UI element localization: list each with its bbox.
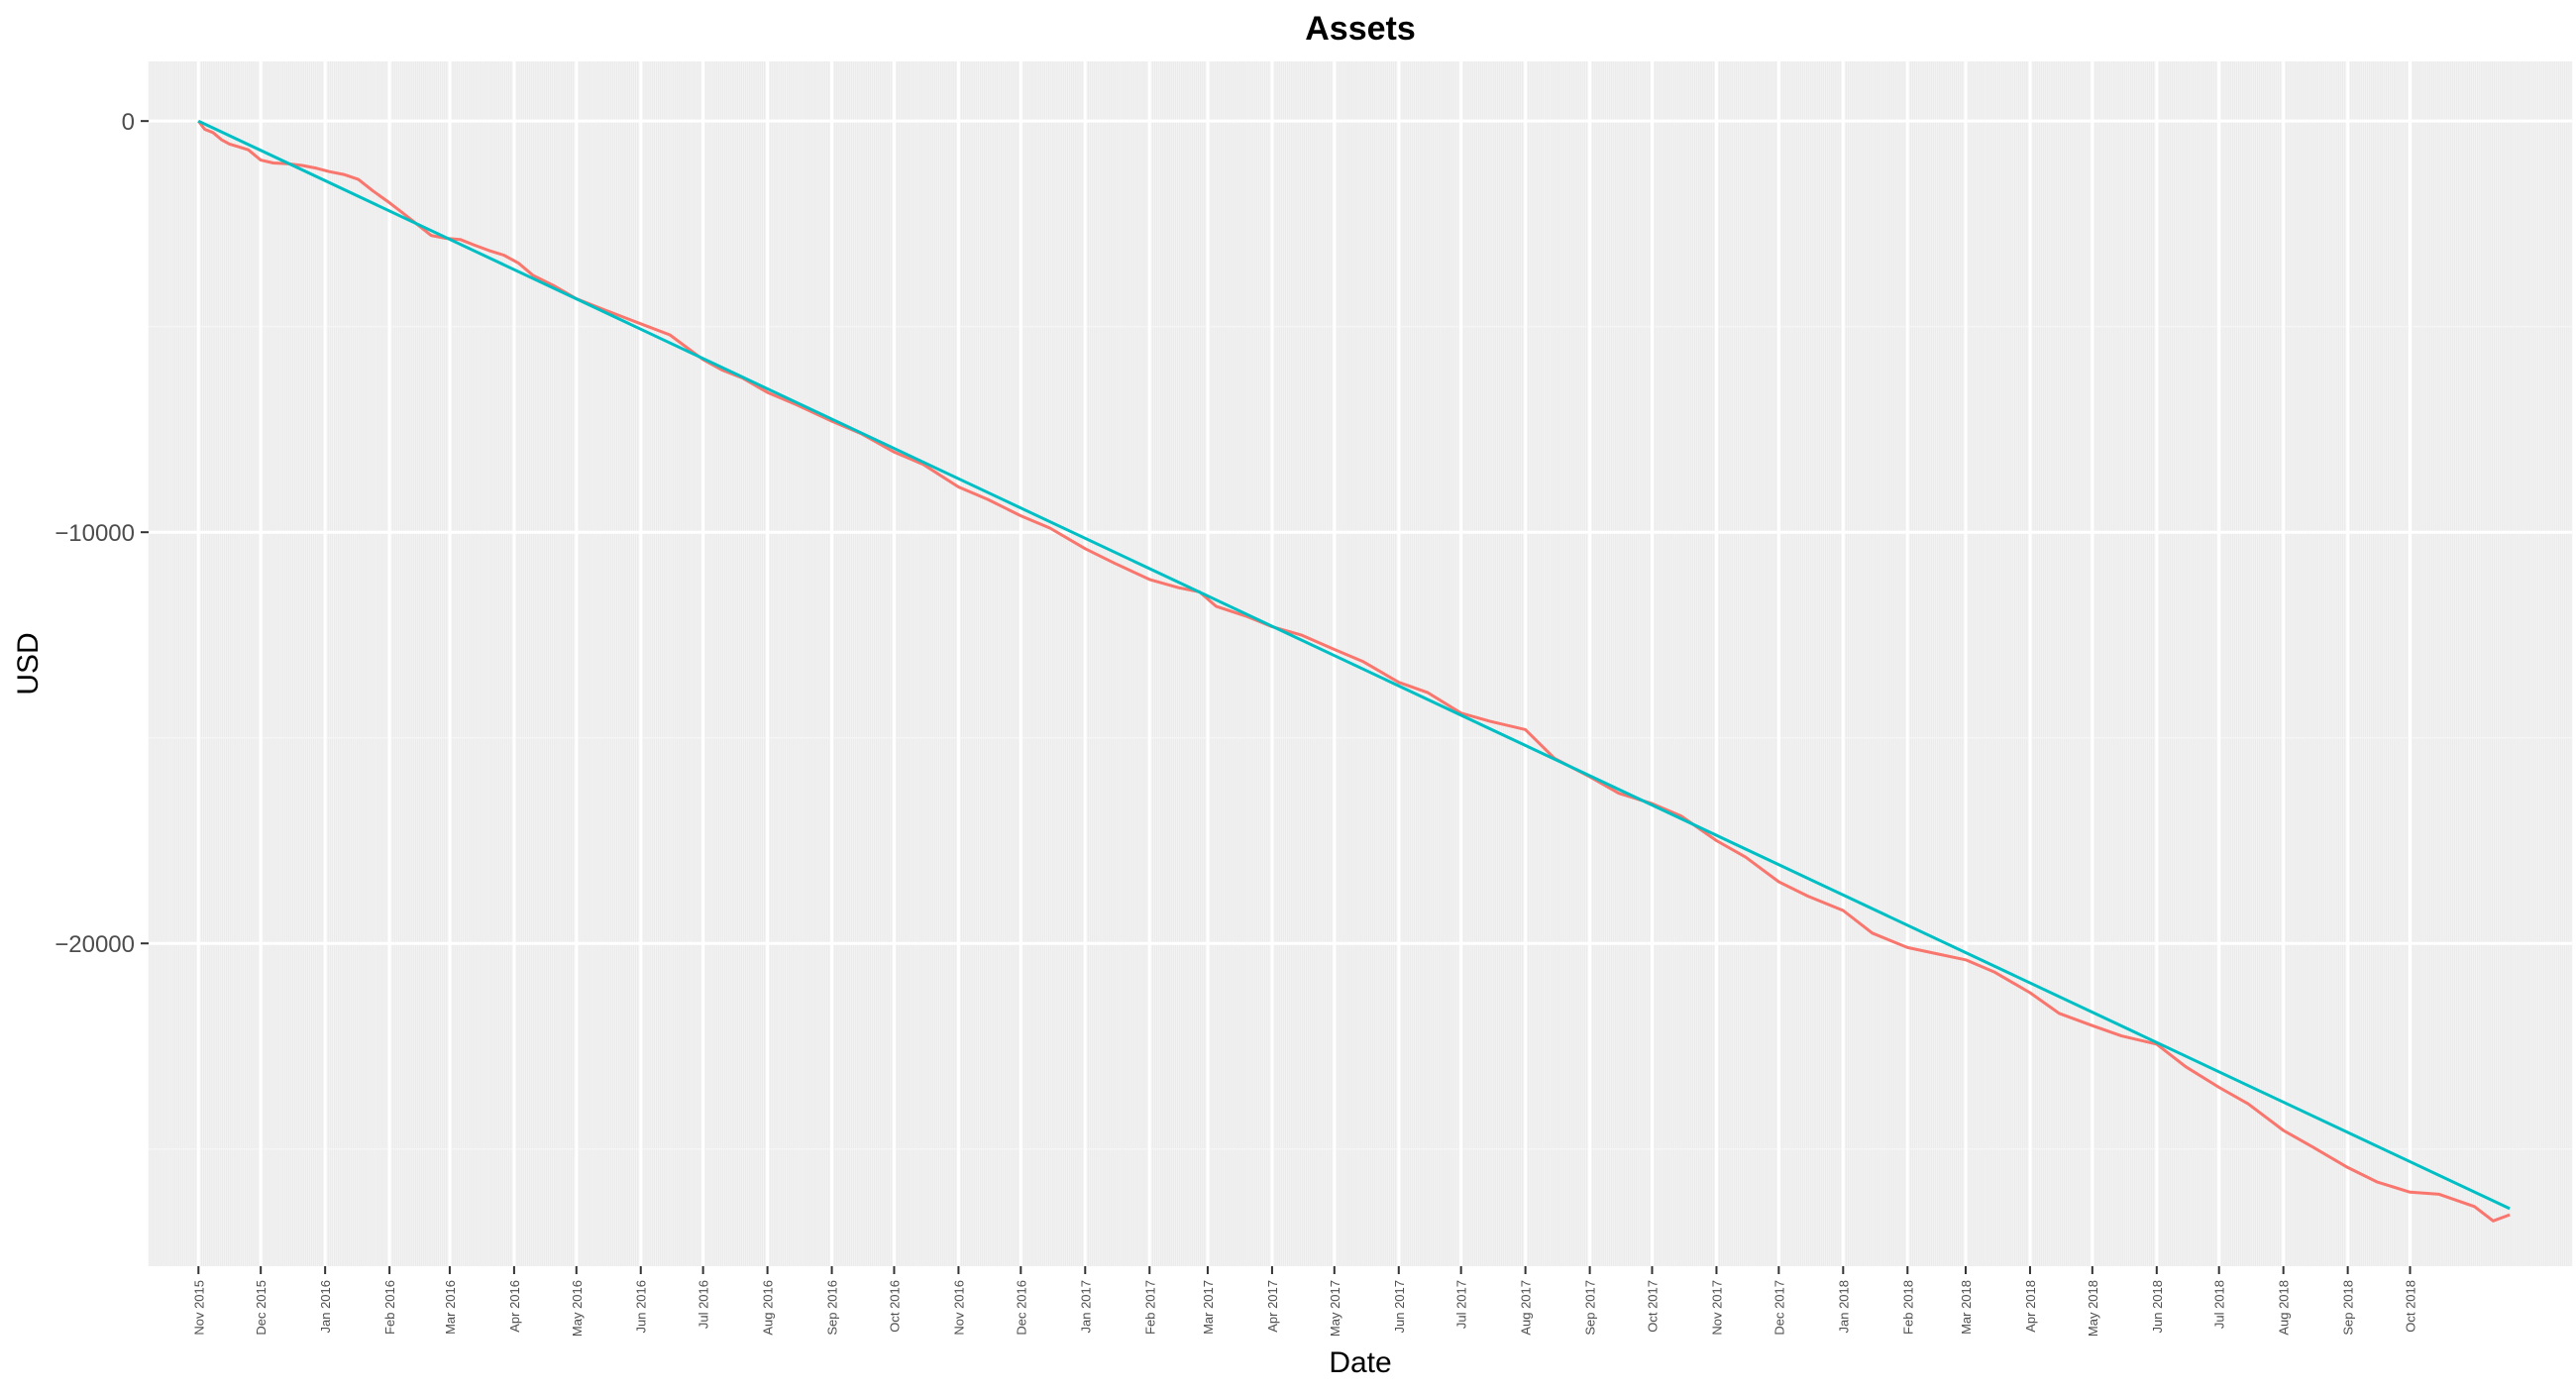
panel-background [149,61,2572,1266]
x-tick-label: Dec 2015 [254,1280,268,1336]
axes: 0 −10000 −20000 Nov 2015 Dec 2015 Jan 2016 Feb… [54,109,2417,1337]
x-tick-label: Dec 2017 [1771,1280,1786,1336]
x-tick-label: Jun 2017 [1392,1280,1407,1334]
x-tick-label: Nov 2015 [191,1280,206,1336]
x-tick-label: May 2018 [2086,1280,2100,1337]
x-tick-label: May 2017 [1328,1280,1342,1337]
x-tick-label: Apr 2018 [2023,1280,2038,1333]
x-tick-label: Aug 2018 [2277,1280,2292,1336]
x-tick-label: Mar 2016 [443,1280,458,1335]
x-axis-title: Date [1329,1346,1391,1379]
x-tick-label: Feb 2016 [382,1280,397,1335]
x-tick-label: Sep 2017 [1583,1280,1598,1336]
x-tick-label: Jan 2017 [1078,1280,1093,1334]
series-line-2 [197,119,2511,1211]
x-tick-label: Aug 2016 [761,1280,776,1336]
x-tick-label: Oct 2016 [887,1280,902,1333]
x-tick-label: Jul 2017 [1454,1280,1469,1329]
x-tick-label: Jun 2018 [2150,1280,2165,1334]
x-tick-label: May 2016 [570,1280,585,1337]
y-tick-label: −10000 [54,520,135,547]
y-tick-label: 0 [122,109,135,136]
grid-lines [148,61,2573,1266]
x-tick-label: Jul 2016 [697,1280,711,1329]
x-tick-label: Aug 2017 [1519,1280,1534,1336]
x-tick-label: Oct 2017 [1645,1280,1660,1333]
y-axis-title: USD [12,632,45,695]
x-tick-label: Jul 2018 [2212,1280,2227,1329]
x-tick-label: Nov 2017 [1709,1280,1724,1336]
x-tick-label: Mar 2018 [1959,1280,1974,1335]
x-tick-label: Sep 2018 [2341,1280,2356,1336]
x-tick-label: Jan 2016 [318,1280,333,1334]
plot-panel [149,61,2572,1266]
x-tick-label: Nov 2016 [951,1280,966,1336]
x-tick-label: Mar 2017 [1201,1280,1216,1335]
x-tick-label: Dec 2016 [1014,1280,1028,1336]
x-tick-label: Feb 2017 [1142,1280,1157,1335]
series-lines [197,119,2511,1223]
x-tick-label: Sep 2016 [825,1280,840,1336]
x-tick-label: Jan 2018 [1836,1280,1851,1334]
series-line-1 [197,120,2511,1223]
x-tick-label: Apr 2017 [1265,1280,1280,1333]
x-tick-label: Oct 2018 [2404,1280,2418,1333]
x-tick-label: Jun 2016 [634,1280,649,1334]
y-tick-label: −20000 [54,931,135,958]
x-tick-label: Feb 2018 [1900,1280,1915,1335]
x-tick-label: Apr 2016 [507,1280,522,1333]
chart-title: Assets [1305,10,1416,48]
